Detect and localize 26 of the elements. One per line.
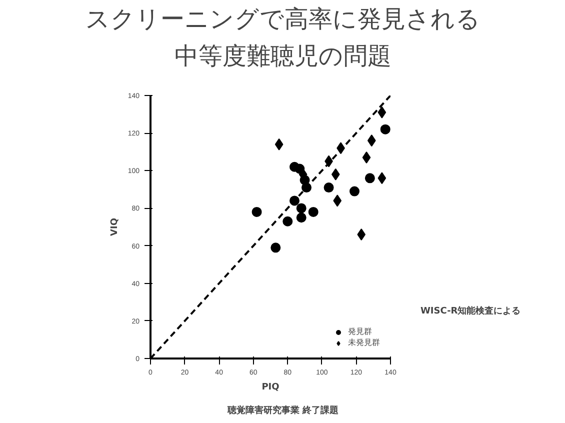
point <box>252 206 262 217</box>
point <box>364 173 375 184</box>
point <box>333 194 342 207</box>
text: WISC-R知能検査による <box>420 305 521 316</box>
point <box>362 151 371 164</box>
point <box>380 124 390 134</box>
x-axis-title: PIQ <box>262 382 280 392</box>
point <box>378 106 386 118</box>
point <box>324 182 334 193</box>
legend-label: 未発見群 <box>348 337 380 348</box>
point <box>274 138 284 150</box>
chart-subtitle: 中等度難聴児の問題 <box>174 42 392 70</box>
point <box>331 168 340 180</box>
point <box>367 134 376 147</box>
point <box>282 216 293 226</box>
point <box>296 212 306 223</box>
point <box>296 203 306 214</box>
point <box>270 242 281 253</box>
point <box>308 206 318 217</box>
y-axis-title: VIQ <box>110 218 120 236</box>
point <box>357 228 366 241</box>
point <box>378 172 386 184</box>
text: 聴覚障害研究事業 終了課題 <box>226 405 339 416</box>
chart-title: スクリーニングで高率に発見される <box>86 4 480 33</box>
legend-label: 発見群 <box>348 326 372 337</box>
point <box>350 186 360 196</box>
